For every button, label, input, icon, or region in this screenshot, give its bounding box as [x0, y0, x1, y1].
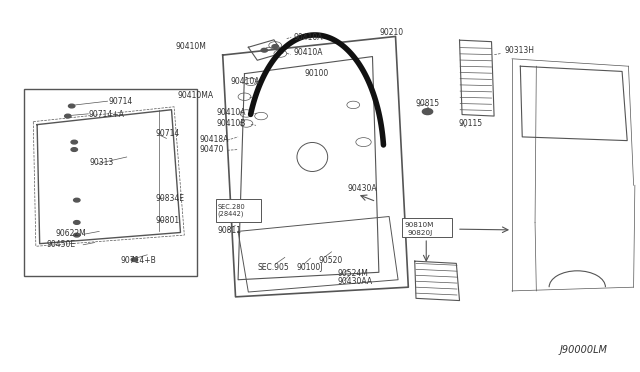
Bar	[402, 218, 452, 237]
Circle shape	[68, 104, 75, 108]
Text: 90714: 90714	[109, 97, 133, 106]
Circle shape	[71, 148, 77, 151]
Text: 90410MA: 90410MA	[178, 91, 214, 100]
Text: 90714+A: 90714+A	[88, 110, 124, 119]
Text: 90410M: 90410M	[176, 42, 207, 51]
Text: 90714: 90714	[156, 129, 180, 138]
Bar	[24, 89, 197, 276]
Text: 90100: 90100	[305, 69, 329, 78]
Text: 90801: 90801	[156, 217, 180, 225]
Circle shape	[65, 114, 71, 118]
Circle shape	[422, 109, 433, 115]
Text: J90000LM: J90000LM	[560, 345, 608, 355]
Text: 90410A: 90410A	[293, 48, 323, 57]
Circle shape	[261, 48, 268, 52]
Circle shape	[71, 140, 77, 144]
Text: 90410A: 90410A	[216, 108, 246, 117]
Text: 90410A: 90410A	[230, 77, 260, 86]
Text: 90100J: 90100J	[297, 263, 323, 272]
Text: 90815: 90815	[416, 99, 440, 108]
Text: SEC.905: SEC.905	[257, 263, 289, 272]
Text: 90520: 90520	[319, 256, 343, 265]
Text: 90834E: 90834E	[156, 194, 184, 203]
Text: 90430A: 90430A	[348, 185, 377, 193]
Text: 90115: 90115	[458, 119, 483, 128]
Text: 90313: 90313	[90, 158, 114, 167]
Text: 90410A: 90410A	[293, 33, 323, 42]
Circle shape	[131, 258, 138, 262]
Circle shape	[74, 233, 80, 237]
Text: 90810M: 90810M	[404, 222, 434, 228]
Text: 90622M: 90622M	[55, 230, 86, 238]
Text: 90313H: 90313H	[504, 46, 534, 55]
Text: 90470: 90470	[200, 145, 224, 154]
Text: 90811: 90811	[218, 226, 242, 235]
Text: 90714+B: 90714+B	[120, 256, 156, 265]
Text: SEC.280
(28442): SEC.280 (28442)	[218, 204, 245, 217]
Circle shape	[74, 221, 80, 224]
Circle shape	[272, 45, 278, 48]
Text: 90524M: 90524M	[338, 269, 369, 278]
Bar	[216, 199, 261, 222]
Text: 90820J: 90820J	[407, 230, 432, 236]
Text: 90210: 90210	[380, 28, 404, 37]
Text: 90410B: 90410B	[216, 119, 246, 128]
Text: 90418A: 90418A	[200, 135, 229, 144]
Text: 90430AA: 90430AA	[338, 277, 373, 286]
Circle shape	[74, 198, 80, 202]
Text: 90450E: 90450E	[46, 240, 76, 249]
